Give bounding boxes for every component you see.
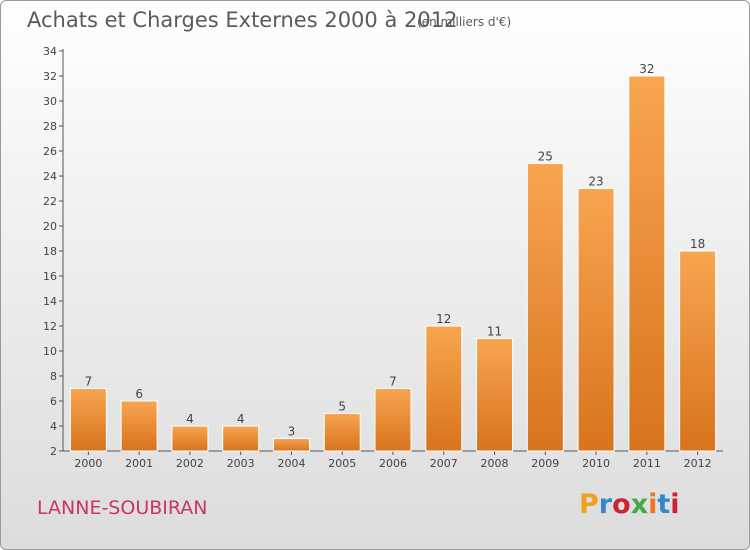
- x-tick-label: 2005: [328, 457, 356, 470]
- y-tick-label: 16: [43, 270, 57, 283]
- chart-subtitle: (en milliers d'€): [417, 15, 512, 29]
- chart-title: Achats et Charges Externes 2000 à 2012: [27, 8, 458, 32]
- bar: [374, 388, 412, 452]
- x-tick-label: 2006: [379, 457, 407, 470]
- logo-letter: t: [657, 489, 671, 520]
- data-label: 3: [288, 425, 296, 439]
- place-name: LANNE-SOUBIRAN: [37, 497, 208, 519]
- y-tick-label: 26: [43, 145, 57, 158]
- data-label: 4: [186, 412, 194, 426]
- bar: [577, 188, 615, 452]
- logo-letter: i: [648, 489, 658, 520]
- y-tick-label: 4: [50, 420, 57, 433]
- bar: [120, 400, 158, 452]
- y-tick-label: 10: [43, 345, 57, 358]
- x-tick-label: 2008: [481, 457, 509, 470]
- logo-letter: x: [630, 489, 649, 520]
- y-tick-label: 28: [43, 120, 57, 133]
- data-label: 7: [85, 375, 93, 389]
- bar: [476, 338, 514, 452]
- y-tick-label: 14: [43, 295, 57, 308]
- data-label: 4: [237, 412, 245, 426]
- y-tick-label: 20: [43, 220, 57, 233]
- data-label: 23: [588, 175, 603, 189]
- data-label: 11: [487, 325, 502, 339]
- y-tick-label: 6: [50, 395, 57, 408]
- bar: [628, 75, 666, 452]
- logo-letter: P: [579, 489, 599, 520]
- x-tick-label: 2001: [125, 457, 153, 470]
- y-tick-label: 12: [43, 320, 57, 333]
- x-tick-label: 2002: [176, 457, 204, 470]
- proxiti-logo: Proxiti: [579, 489, 680, 520]
- bar: [526, 163, 564, 452]
- x-tick-label: 2003: [227, 457, 255, 470]
- data-label: 32: [639, 62, 654, 76]
- y-tick-label: 34: [43, 45, 57, 58]
- data-label: 7: [389, 375, 397, 389]
- y-tick-label: 24: [43, 170, 57, 183]
- x-tick-label: 2012: [684, 457, 712, 470]
- bar: [323, 413, 361, 452]
- data-label: 25: [538, 150, 553, 164]
- data-label: 6: [135, 387, 143, 401]
- bar: [679, 250, 717, 452]
- bar: [171, 425, 209, 452]
- data-label: 12: [436, 312, 451, 326]
- x-tick-label: 2010: [582, 457, 610, 470]
- bar: [222, 425, 260, 452]
- data-label: 18: [690, 237, 705, 251]
- bar: [69, 388, 107, 452]
- x-tick-label: 2004: [277, 457, 305, 470]
- y-tick-label: 8: [50, 370, 57, 383]
- y-tick-label: 2: [50, 445, 57, 458]
- y-tick-label: 30: [43, 95, 57, 108]
- x-tick-label: 2007: [430, 457, 458, 470]
- x-tick-label: 2000: [74, 457, 102, 470]
- logo-letter: r: [598, 489, 613, 520]
- logo-letter: o: [612, 489, 631, 520]
- bar: [425, 325, 463, 452]
- data-label: 5: [338, 400, 346, 414]
- x-tick-label: 2009: [531, 457, 559, 470]
- x-tick-label: 2011: [633, 457, 661, 470]
- y-tick-label: 22: [43, 195, 57, 208]
- bar: [272, 438, 310, 452]
- logo-letter: i: [670, 489, 680, 520]
- y-tick-label: 32: [43, 70, 57, 83]
- y-tick-label: 18: [43, 245, 57, 258]
